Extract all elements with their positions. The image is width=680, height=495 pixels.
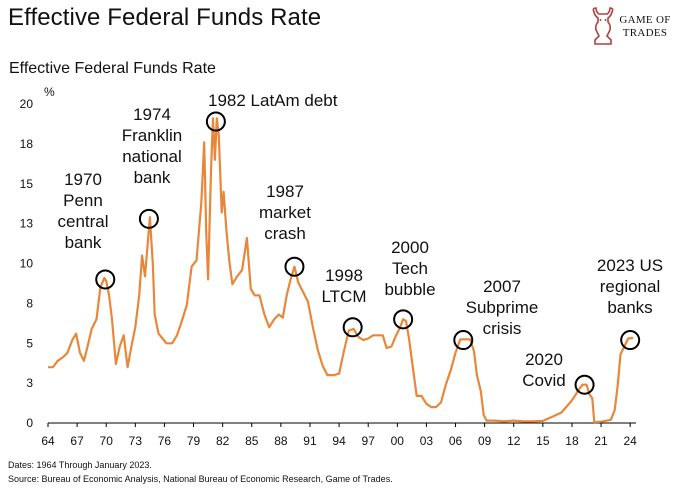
x-tick-label: 03	[420, 434, 434, 448]
x-tick-label: 24	[623, 434, 637, 448]
event-annotation-line: market	[259, 203, 311, 222]
y-tick-label: 18	[20, 137, 34, 151]
x-tick-label: 97	[362, 434, 376, 448]
event-annotation-line: 2020	[525, 350, 563, 369]
event-annotation-label: 1970 Penn central bank	[57, 170, 108, 252]
x-tick-label: 73	[129, 434, 143, 448]
event-annotation-line: 2000	[391, 238, 429, 257]
event-annotation-label: 1974 Franklin national bank	[122, 105, 182, 187]
chart-axes: 64 67 70 73 76 79 82 85 88 91 94 97 00 03 06 09 12 15 18 21…	[20, 85, 638, 448]
bull-icon	[592, 7, 614, 45]
y-tick-label: 3	[26, 376, 33, 390]
event-annotation-label: 2023 US regional banks	[597, 256, 663, 317]
event-annotation-label: 2020 Covid	[522, 350, 565, 390]
event-marker-circle	[205, 111, 226, 132]
y-tick-label: 8	[26, 296, 33, 310]
chart-title: Effective Federal Funds Rate	[9, 60, 216, 77]
y-tick-label: 0	[26, 416, 33, 430]
x-tick-label: 00	[391, 434, 405, 448]
event-marker-circle	[138, 208, 159, 229]
x-tick-label: 70	[100, 434, 114, 448]
x-tick-label: 21	[594, 434, 608, 448]
y-axis-unit-label: %	[44, 85, 55, 99]
event-annotation-line: 2023 US	[597, 256, 663, 275]
event-marker-circle	[393, 309, 414, 330]
x-tick-label: 18	[565, 434, 579, 448]
event-marker-circle	[574, 374, 595, 395]
event-annotation-label: 2007 Subprime crisis	[466, 277, 539, 338]
event-annotation-line: 1982 LatAm debt	[208, 91, 338, 110]
event-marker-circle	[620, 330, 641, 351]
event-annotation-label: 1987 market crash	[259, 182, 311, 243]
event-annotation-line: central	[57, 212, 108, 231]
event-annotation-line: 1970	[64, 170, 102, 189]
footer-source: Source: Bureau of Economic Analysis, Nat…	[8, 474, 393, 484]
x-tick-label: 76	[158, 434, 172, 448]
event-annotation-line: Franklin	[122, 126, 182, 145]
brand-name-line2: Trades	[622, 27, 668, 39]
event-annotation-line: 1998	[325, 266, 363, 285]
event-annotation-line: 2007	[483, 277, 521, 296]
event-annotation-line: crisis	[483, 319, 522, 338]
chart-series	[48, 117, 634, 424]
x-tick-label: 15	[536, 434, 550, 448]
x-tick-label: 12	[507, 434, 521, 448]
footer-dates: Dates: 1964 Through January 2023.	[8, 460, 152, 470]
brand-logo: Game of Trades	[590, 6, 676, 48]
event-marker-circle	[284, 256, 305, 277]
event-annotation-line: banks	[607, 298, 652, 317]
event-annotation-line: 1974	[133, 105, 171, 124]
event-annotation-line: Subprime	[466, 298, 539, 317]
series-line-fed-funds	[48, 117, 634, 424]
y-tick-label: 10	[20, 257, 34, 271]
x-tick-label: 82	[216, 434, 230, 448]
event-marker-circle	[95, 269, 116, 290]
page-title: Effective Federal Funds Rate	[8, 4, 322, 31]
brand-name-line1: Game of	[619, 14, 671, 26]
event-annotation-label: 2000 Tech bubble	[384, 238, 435, 299]
event-annotation-line: Tech	[392, 259, 428, 278]
x-tick-label: 67	[70, 434, 84, 448]
event-annotation-line: 1987	[266, 182, 304, 201]
x-tick-label: 06	[449, 434, 463, 448]
chart-annotations: 1970 Penn central bank 1974 Franklin national b…	[57, 91, 663, 395]
x-tick-label: 85	[245, 434, 259, 448]
event-marker-circle	[342, 317, 363, 338]
event-annotation-line: LTCM	[321, 287, 366, 306]
event-annotation-line: bubble	[384, 280, 435, 299]
y-tick-label: 20	[20, 97, 34, 111]
x-tick-label: 91	[303, 434, 317, 448]
event-annotation-label: 1998 LTCM	[321, 266, 366, 306]
event-annotation-line: bank	[134, 168, 171, 187]
y-tick-label: 15	[20, 177, 34, 191]
y-tick-label: 13	[20, 217, 34, 231]
x-tick-label: 09	[478, 434, 492, 448]
event-annotation-line: Covid	[522, 371, 565, 390]
event-annotation-label: 1982 LatAm debt	[208, 91, 338, 110]
y-tick-label: 5	[26, 336, 33, 350]
brand-name: Game of Trades	[618, 14, 672, 40]
x-tick-label: 79	[187, 434, 201, 448]
event-marker-circle	[453, 330, 474, 351]
x-tick-label: 64	[41, 434, 55, 448]
x-tick-label: 94	[332, 434, 346, 448]
event-annotation-line: bank	[65, 233, 102, 252]
event-annotation-line: regional	[600, 277, 661, 296]
x-tick-label: 88	[274, 434, 288, 448]
event-annotation-line: Penn	[63, 191, 103, 210]
event-annotation-line: crash	[264, 224, 306, 243]
event-annotation-line: national	[122, 147, 182, 166]
